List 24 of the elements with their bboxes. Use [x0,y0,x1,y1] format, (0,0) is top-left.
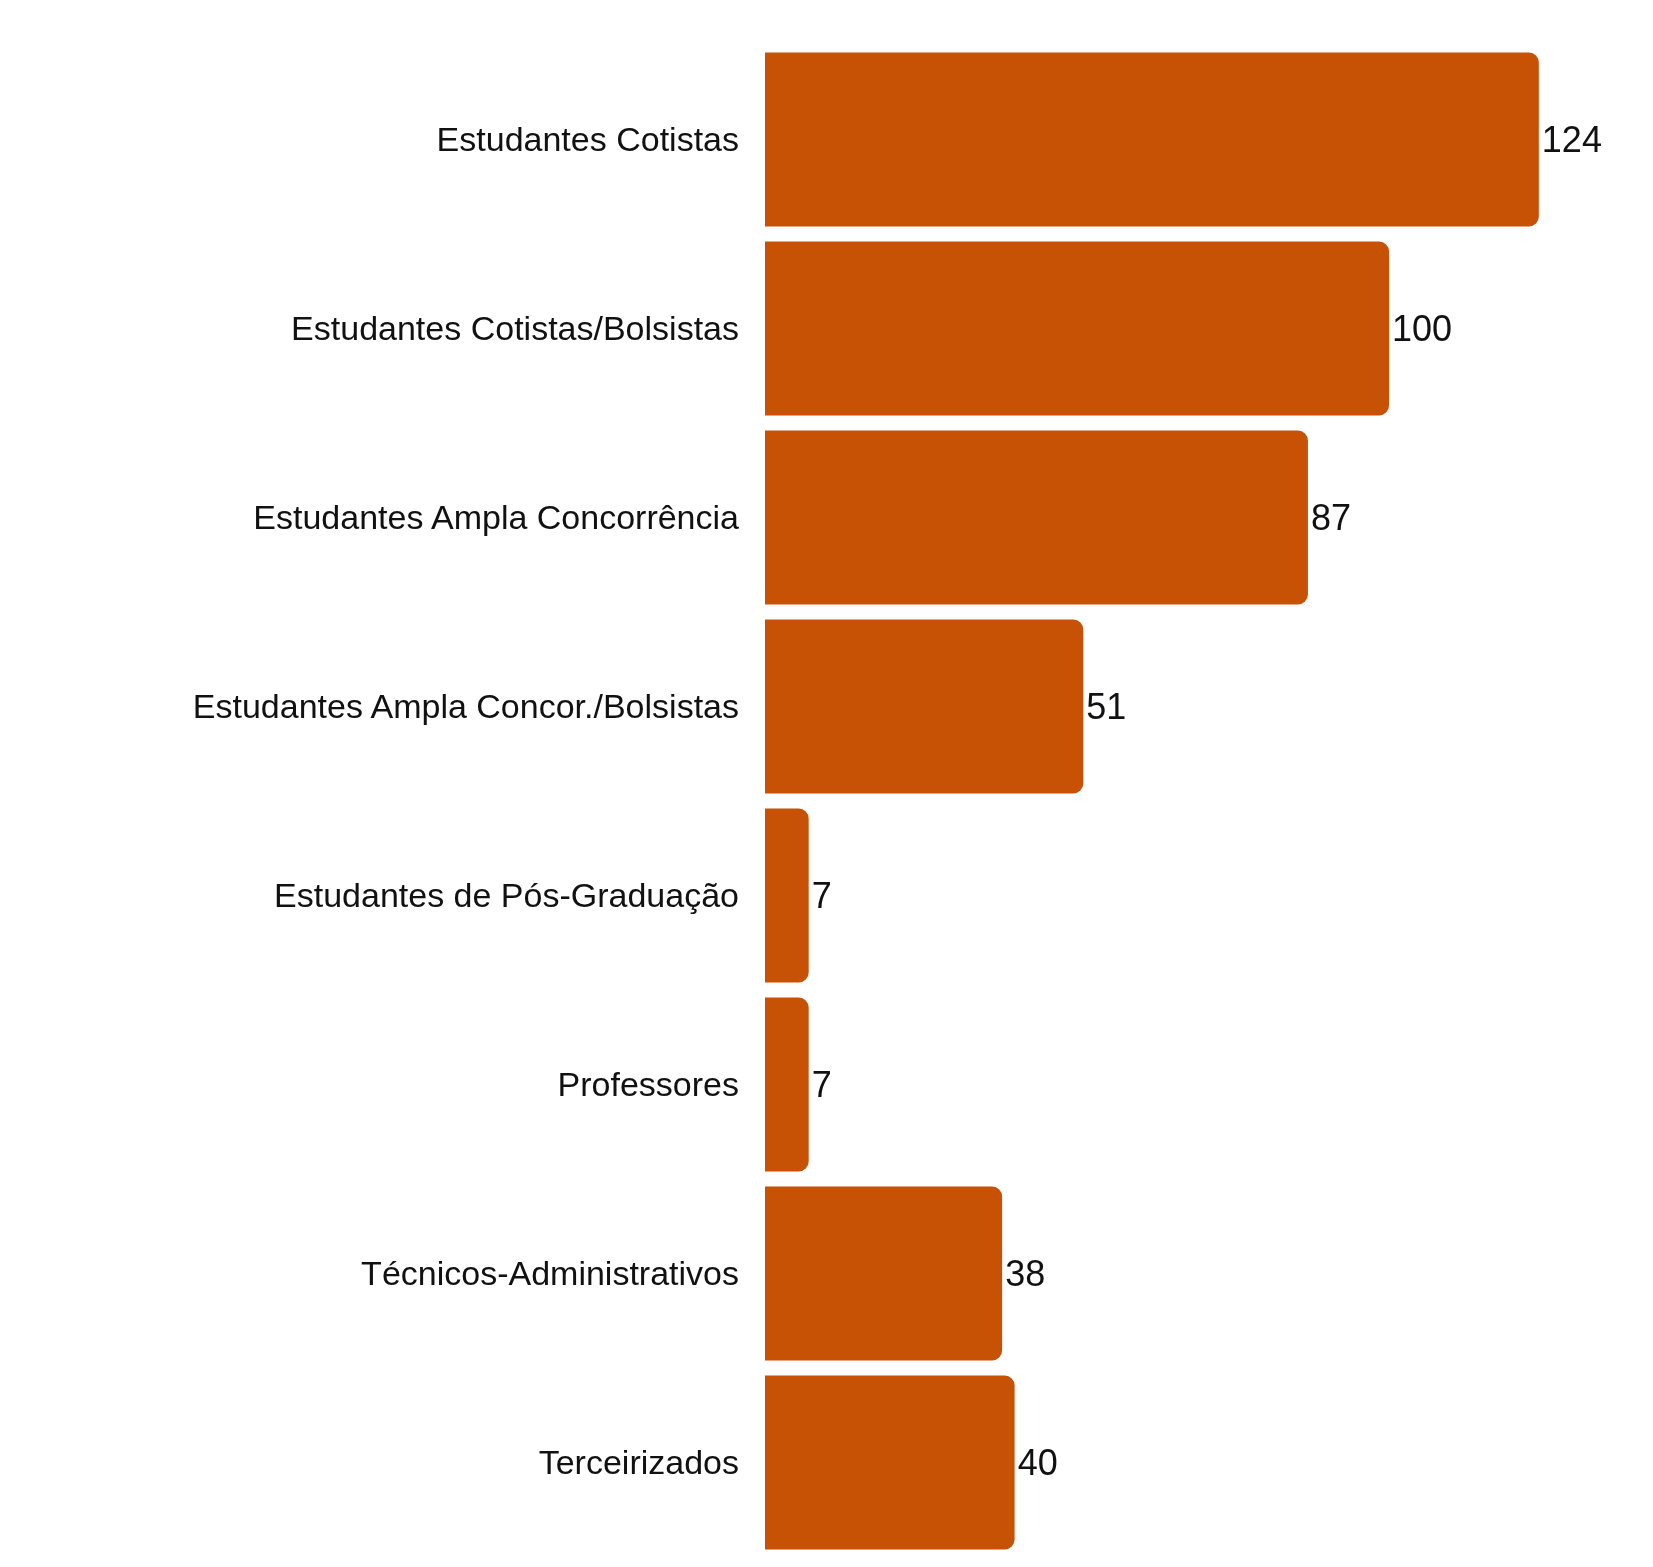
bar [765,997,809,1172]
data-label: 38 [1005,1253,1046,1294]
data-label: 51 [1086,686,1127,727]
bar [765,1186,1003,1361]
data-label: 7 [811,875,832,916]
y-tick-label: Estudantes Ampla Concor./Bolsistas [192,687,739,726]
y-tick-label: Professores [557,1065,739,1104]
y-tick-label: Técnicos-Administrativos [361,1254,739,1293]
bar [765,430,1308,605]
y-tick-label: Estudantes Cotistas [436,120,739,159]
bar [765,1375,1015,1550]
bar [765,52,1539,227]
y-tick-label: Estudantes Ampla Concorrência [253,498,740,537]
y-tick-label: Estudantes Cotistas/Bolsistas [291,309,739,348]
bar [765,808,809,983]
data-label: 40 [1017,1442,1058,1483]
y-tick-label: Terceirizados [538,1443,739,1482]
y-tick-label: Estudantes de Pós-Graduação [274,876,739,915]
bar [765,619,1084,794]
data-label: 7 [811,1064,832,1105]
data-label: 100 [1392,308,1453,349]
data-label: 87 [1310,497,1351,538]
data-label: 124 [1541,119,1602,160]
bar [765,241,1390,416]
